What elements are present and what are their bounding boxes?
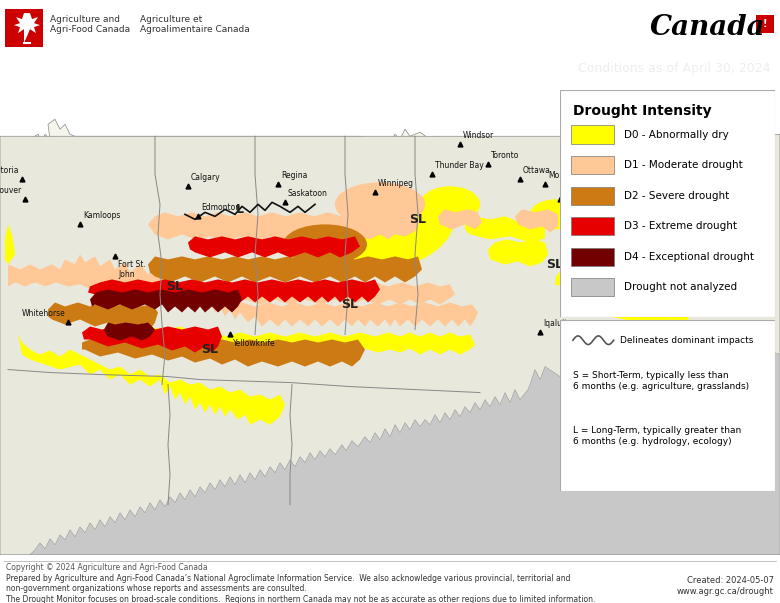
Text: D3 - Extreme drought: D3 - Extreme drought bbox=[624, 221, 737, 231]
Text: !: ! bbox=[763, 19, 768, 29]
Text: Whitehorse: Whitehorse bbox=[21, 309, 65, 318]
Polygon shape bbox=[8, 254, 478, 326]
Bar bbox=[571, 278, 614, 296]
Text: Montreal: Montreal bbox=[548, 171, 582, 180]
Text: St. John's: St. John's bbox=[683, 194, 718, 203]
Text: Canadian Drought Monitor: Canadian Drought Monitor bbox=[9, 59, 301, 78]
Ellipse shape bbox=[578, 194, 602, 210]
Polygon shape bbox=[5, 119, 576, 459]
Polygon shape bbox=[82, 326, 222, 353]
Text: Fort St.
John: Fort St. John bbox=[118, 260, 146, 279]
Polygon shape bbox=[148, 256, 422, 282]
Bar bbox=[571, 248, 614, 266]
Ellipse shape bbox=[610, 277, 670, 308]
Text: Canada: Canada bbox=[650, 14, 765, 40]
Text: Agri-Food Canada: Agri-Food Canada bbox=[50, 25, 130, 34]
Text: Kamloops: Kamloops bbox=[83, 212, 120, 220]
Text: Prepared by Agriculture and Agri-Food Canada’s National Agroclimate Information : Prepared by Agriculture and Agri-Food Ca… bbox=[6, 574, 596, 603]
Polygon shape bbox=[488, 239, 548, 267]
Text: Agroalimentaire Canada: Agroalimentaire Canada bbox=[140, 25, 250, 34]
Text: L = Long-Term, typically greater than
6 months (e.g. hydrology, ecology): L = Long-Term, typically greater than 6 … bbox=[573, 426, 741, 446]
Polygon shape bbox=[188, 236, 360, 257]
Text: Iqaluit: Iqaluit bbox=[543, 320, 567, 329]
Polygon shape bbox=[82, 339, 365, 367]
Text: Quebec: Quebec bbox=[563, 186, 592, 195]
Polygon shape bbox=[438, 209, 482, 229]
Bar bbox=[5, 9, 43, 47]
Text: D0 - Abnormally dry: D0 - Abnormally dry bbox=[624, 130, 729, 139]
Polygon shape bbox=[555, 267, 628, 292]
Text: L: L bbox=[236, 203, 244, 216]
Bar bbox=[571, 125, 614, 144]
Text: Drought not analyzed: Drought not analyzed bbox=[624, 282, 738, 292]
Text: Winnipeg: Winnipeg bbox=[378, 179, 414, 188]
Polygon shape bbox=[148, 212, 420, 242]
Text: Created: 2024-05-07
www.agr.gc.ca/drought: Created: 2024-05-07 www.agr.gc.ca/drough… bbox=[677, 576, 774, 596]
Bar bbox=[571, 186, 614, 204]
Text: Windsor: Windsor bbox=[463, 131, 495, 140]
Text: Drought Intensity: Drought Intensity bbox=[573, 104, 711, 118]
Polygon shape bbox=[18, 335, 285, 425]
Text: D1 - Moderate drought: D1 - Moderate drought bbox=[624, 160, 743, 170]
Polygon shape bbox=[5, 224, 15, 265]
Polygon shape bbox=[465, 216, 545, 242]
Ellipse shape bbox=[530, 200, 580, 229]
Text: Delineates dominant impacts: Delineates dominant impacts bbox=[620, 336, 753, 345]
Text: Thunder Bay: Thunder Bay bbox=[435, 162, 484, 170]
Text: Vancouver: Vancouver bbox=[0, 186, 22, 195]
Text: Toronto: Toronto bbox=[491, 151, 519, 160]
Bar bbox=[571, 217, 614, 235]
Text: Halifax: Halifax bbox=[621, 166, 648, 175]
Ellipse shape bbox=[420, 186, 480, 223]
Text: Regina: Regina bbox=[281, 171, 307, 180]
Text: Saskatoon: Saskatoon bbox=[288, 189, 328, 198]
Ellipse shape bbox=[594, 182, 630, 206]
Text: D2 - Severe drought: D2 - Severe drought bbox=[624, 191, 729, 201]
Text: SL: SL bbox=[410, 213, 427, 226]
Ellipse shape bbox=[600, 174, 636, 194]
Text: Charlottetown: Charlottetown bbox=[611, 186, 666, 195]
Ellipse shape bbox=[612, 203, 652, 226]
Ellipse shape bbox=[327, 197, 453, 272]
Text: Calgary: Calgary bbox=[191, 173, 221, 182]
Polygon shape bbox=[30, 344, 780, 555]
Polygon shape bbox=[148, 282, 455, 305]
Ellipse shape bbox=[335, 182, 425, 226]
Text: Yellowknife: Yellowknife bbox=[233, 338, 275, 347]
Polygon shape bbox=[0, 134, 780, 555]
Text: SL: SL bbox=[201, 343, 218, 356]
Polygon shape bbox=[515, 209, 558, 232]
Text: Ottawa: Ottawa bbox=[523, 166, 551, 175]
Text: Fredericton: Fredericton bbox=[593, 171, 636, 180]
Polygon shape bbox=[48, 303, 158, 329]
Text: Conditions as of April 30, 2024: Conditions as of April 30, 2024 bbox=[578, 62, 771, 75]
Text: Agriculture and: Agriculture and bbox=[50, 15, 120, 24]
Text: Edmonton: Edmonton bbox=[201, 203, 240, 212]
Polygon shape bbox=[575, 192, 626, 210]
Text: S = Short-Term, typically less than
6 months (e.g. agriculture, grasslands): S = Short-Term, typically less than 6 mo… bbox=[573, 371, 749, 391]
Ellipse shape bbox=[283, 224, 367, 265]
Text: SL: SL bbox=[547, 258, 563, 271]
Bar bbox=[756, 15, 774, 33]
Text: D4 - Exceptional drought: D4 - Exceptional drought bbox=[624, 251, 754, 262]
Polygon shape bbox=[600, 303, 692, 326]
Text: Victoria: Victoria bbox=[0, 166, 19, 175]
Polygon shape bbox=[88, 279, 380, 303]
Text: Copyright © 2024 Agriculture and Agri-Food Canada: Copyright © 2024 Agriculture and Agri-Fo… bbox=[6, 563, 207, 572]
Polygon shape bbox=[604, 270, 665, 286]
Polygon shape bbox=[14, 13, 40, 43]
Text: Agriculture et: Agriculture et bbox=[140, 15, 202, 24]
Polygon shape bbox=[90, 289, 242, 312]
Text: SL: SL bbox=[342, 298, 359, 311]
Text: SL: SL bbox=[166, 280, 183, 293]
Polygon shape bbox=[145, 326, 475, 355]
Bar bbox=[571, 156, 614, 174]
Polygon shape bbox=[104, 323, 155, 341]
